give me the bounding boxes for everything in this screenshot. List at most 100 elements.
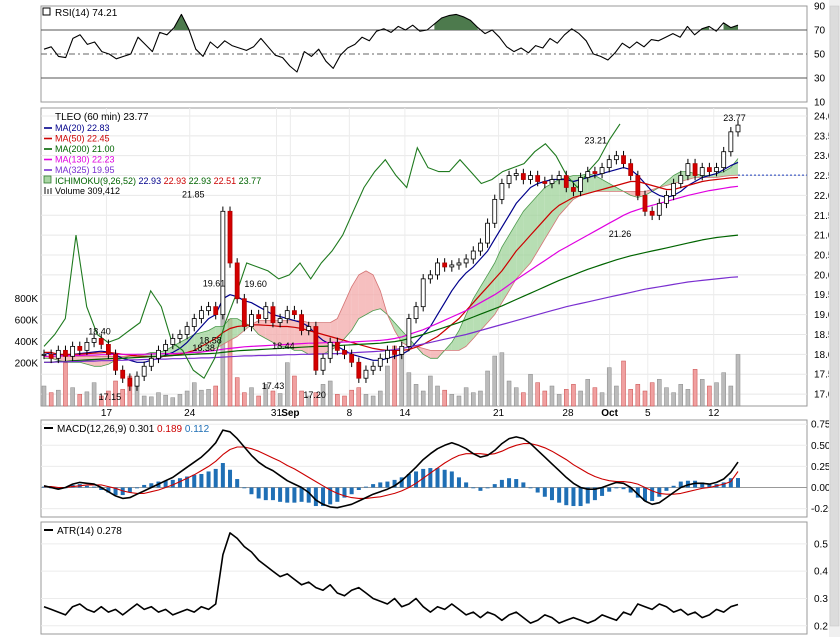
macd-histogram-bar [664,487,669,491]
volume-bar [113,380,118,407]
svg-text:MACD(12,26,9) 0.301 0: MACD(12,26,9) 0.301 0.189 0.112 [57,424,210,435]
macd-histogram-bar [220,463,225,488]
ichimoku-legend-value: 22.93 [161,176,186,186]
candle-body [234,262,240,300]
candle-body [635,175,641,196]
volume-bar [735,354,741,407]
scroll-thumb[interactable] [829,5,840,627]
volume-tick-label: 800K [15,294,39,305]
rsi-tick-label: 10 [814,98,826,109]
ichimoku-cloud-segment [644,189,653,196]
candle-body [563,175,569,188]
candle-body [449,264,455,268]
rsi-tick-label: 70 [814,26,826,37]
volume-bar [492,355,497,407]
macd-histogram-bar [185,476,190,488]
candle-body [649,210,655,216]
macd-histogram-bar [177,478,182,488]
ichimoku-cloud-segment [215,326,223,349]
ma-legend-label: MA(20) 22.83 [55,123,110,133]
candle-body [320,357,326,371]
price-annotation: 18.58 [199,335,222,345]
candle-body [220,210,226,316]
price-tick-label: 22.5 [814,171,834,182]
rsi-legend: RSI(14) 74.21 [42,7,118,19]
candle-body [621,155,626,165]
candle-body [714,167,719,172]
volume-bar [435,385,440,407]
candle-body [127,377,133,387]
macd-histogram-bar [557,487,562,503]
ichimoku-cloud-segment [523,203,531,271]
macd-histogram-bar [228,469,233,488]
x-axis-label: Oct [601,408,618,419]
candle-body [664,195,669,204]
volume-bar [635,384,641,407]
candle-body [499,183,505,200]
volume-bar [478,390,483,407]
volume-bar [342,395,347,407]
volume-bar [141,395,147,407]
volume-legend: Volume 309,412 [44,186,120,196]
macd-histogram-bar [471,487,476,489]
candle-body [571,187,576,192]
candle-body [213,306,219,316]
candle-body [120,369,126,379]
volume-bar [234,377,240,407]
ichimoku-cloud-segment [451,330,459,351]
price-tick-label: 19.0 [814,310,834,321]
volume-bar [642,390,648,407]
volume-bar [707,385,712,407]
candle-body [699,167,705,176]
macd-histogram-bar [306,487,311,503]
macd-histogram-bar [84,485,89,488]
macd-histogram-bar [142,484,147,488]
macd-histogram-bar [206,471,211,488]
macd-histogram-bar [356,487,361,491]
macd-histogram-bar [728,478,733,488]
ichimoku-cloud-segment [430,350,438,359]
price-tick-label: 22.0 [814,191,834,202]
macd-histogram-bar [342,487,347,498]
candle-body [470,250,476,260]
volume-bar [678,384,684,407]
macd-histogram-bar [328,487,333,505]
volume-bar [406,372,412,407]
macd-histogram-bar [285,487,290,503]
macd-histogram-bar [170,479,175,488]
macd-histogram-bar [650,487,655,501]
ichimoku-legend-value: 23.77 [236,176,261,186]
volume-bar [521,392,526,407]
volume-bar [585,379,591,407]
volume-bar [528,374,533,407]
macd-histogram-bar [621,487,626,490]
macd-histogram-bar [642,487,647,501]
volume-bar [542,390,548,407]
candle-body [299,314,304,331]
candle-body [163,344,169,351]
volume-bar [306,395,311,407]
volume-bar [285,362,290,407]
macd-histogram-bar [678,481,683,488]
ichimoku-cloud-segment [230,318,238,341]
volume-bar [428,375,433,407]
candle-body [156,349,161,359]
candle-body [613,155,619,161]
volume-bar [184,390,190,407]
volume-bar [714,382,719,407]
candle-body [191,318,197,327]
macd-histogram-bar [199,473,204,488]
volume-bar [242,392,247,407]
candle-body [427,274,433,280]
ichimoku-legend-value: 22.93 [139,176,162,186]
ichimoku-cloud-segment [530,195,538,263]
volume-bar [499,352,505,407]
macd-histogram-bar [127,487,132,493]
macd-histogram-bar [442,469,447,488]
price-plot-area [40,107,808,407]
volume-bar [249,387,254,407]
price-tick-label: 17.0 [814,390,834,401]
rsi-overbought-fill [723,22,738,30]
candle-body [241,298,247,327]
ichimoku-cloud-segment [487,262,495,323]
